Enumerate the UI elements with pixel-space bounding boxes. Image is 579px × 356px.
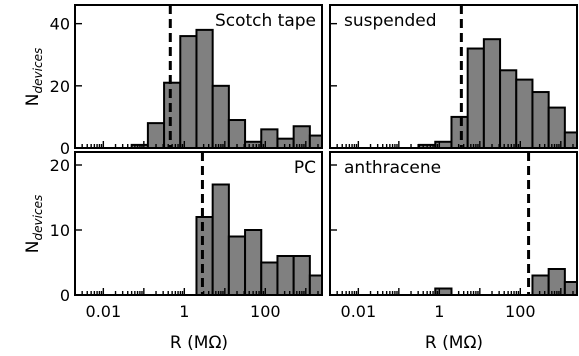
xlabel-left: R (MΩ)	[170, 333, 228, 353]
bar-suspended	[499, 69, 518, 149]
bar-scotch-tape	[179, 35, 198, 149]
bar-scotch-tape	[211, 84, 230, 149]
ylabel-top: Ndevices	[23, 48, 45, 106]
x-tick-label: 1	[179, 302, 189, 321]
x-tick-label: 0.01	[341, 302, 377, 321]
y-tick-label: 20	[50, 156, 70, 175]
y-tick-label: 20	[50, 77, 70, 96]
bar-suspended	[563, 131, 579, 150]
bar-pc	[195, 216, 214, 296]
bar-pc	[244, 229, 263, 296]
panel-anthracene: 0.01 1 100 anthracene	[329, 151, 579, 321]
ylabel-top-main: N	[23, 93, 43, 106]
bar-pc	[276, 255, 295, 296]
axes-frame-pc	[74, 151, 323, 296]
bar-pc	[260, 261, 279, 296]
bar-suspended	[466, 47, 485, 150]
y-tick-label: 0	[60, 286, 70, 305]
bar-pc	[211, 183, 230, 296]
bar-anthracene	[563, 281, 579, 296]
ylabel-top-sub: devices	[31, 48, 45, 94]
bar-scotch-tape	[308, 134, 323, 149]
ylabel-bottom-main: N	[23, 240, 43, 253]
y-tick-label: 10	[50, 221, 70, 240]
y-tick-label: 40	[50, 15, 70, 34]
x-tick-label: 0.01	[86, 302, 122, 321]
axes-frame-anthracene	[329, 151, 578, 296]
axes-frame-scotch-tape	[74, 4, 323, 149]
bar-pc	[227, 235, 247, 296]
bar-suspended	[547, 106, 566, 150]
bar-pc	[308, 274, 323, 296]
bar-suspended	[515, 78, 534, 149]
bar-scotch-tape	[195, 28, 214, 149]
bar-suspended	[450, 115, 469, 149]
bar-scotch-tape	[163, 81, 182, 149]
panel-scotch-tape: 0 20 40 Scotch tape	[50, 4, 323, 158]
y-tick-label: 0	[60, 139, 70, 158]
panel-label-pc: PC	[294, 158, 316, 178]
x-tick-label: 100	[505, 302, 536, 321]
ylabel-bottom: Ndevices	[23, 195, 45, 253]
xlabel-right: R (MΩ)	[425, 333, 483, 353]
bar-scotch-tape	[227, 119, 247, 149]
bar-suspended	[482, 38, 502, 149]
bar-pc	[292, 255, 311, 296]
panel-pc: 0 10 20 0.01 1 100 PC	[50, 151, 323, 321]
bar-scotch-tape	[276, 137, 295, 150]
panel-label-scotch-tape: Scotch tape	[215, 11, 316, 31]
ylabel-bottom-sub: devices	[31, 195, 45, 241]
panel-label-anthracene: anthracene	[344, 158, 441, 178]
x-tick-label: 100	[250, 302, 281, 321]
x-tick-label: 1	[434, 302, 444, 321]
panel-suspended: suspended	[329, 4, 579, 150]
bar-anthracene	[531, 274, 550, 296]
panel-label-suspended: suspended	[344, 11, 437, 31]
bar-suspended	[531, 91, 550, 149]
axes-frame-suspended	[329, 4, 578, 149]
